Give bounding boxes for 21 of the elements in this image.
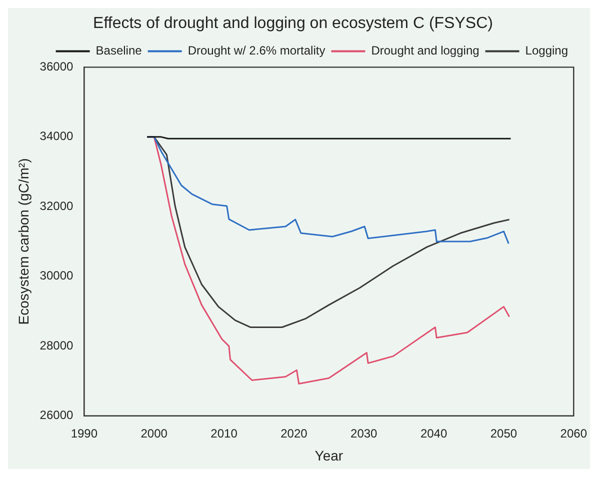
- y-tick-label: 36000: [40, 60, 74, 74]
- y-tick-label: 26000: [40, 408, 74, 422]
- legend-label: Baseline: [96, 44, 142, 58]
- x-tick-label: 1990: [70, 426, 98, 440]
- y-tick-label: 30000: [40, 268, 74, 283]
- x-tick-label: 2000: [140, 426, 168, 440]
- legend-label: Drought and logging: [371, 44, 480, 58]
- x-axis-title: Year: [314, 447, 344, 464]
- x-tick-label: 2040: [420, 426, 448, 440]
- y-tick-label: 32000: [40, 198, 74, 213]
- y-tick-label: 34000: [40, 129, 74, 144]
- y-tick-label: 28000: [40, 338, 74, 352]
- x-tick-label: 2010: [210, 426, 238, 440]
- legend-label: Logging: [525, 44, 568, 58]
- legend-label: Drought w/ 2.6% mortality: [188, 44, 326, 58]
- x-tick-label: 2020: [280, 426, 308, 440]
- chart-title: Effects of drought and logging on ecosystem C (FSYSC): [93, 15, 493, 32]
- x-tick-label: 2050: [490, 426, 518, 440]
- y-axis-title: Ecosystem carbon (gC/m²): [15, 158, 32, 325]
- x-tick-label: 2030: [350, 426, 378, 440]
- x-tick-label: 2060: [560, 426, 588, 440]
